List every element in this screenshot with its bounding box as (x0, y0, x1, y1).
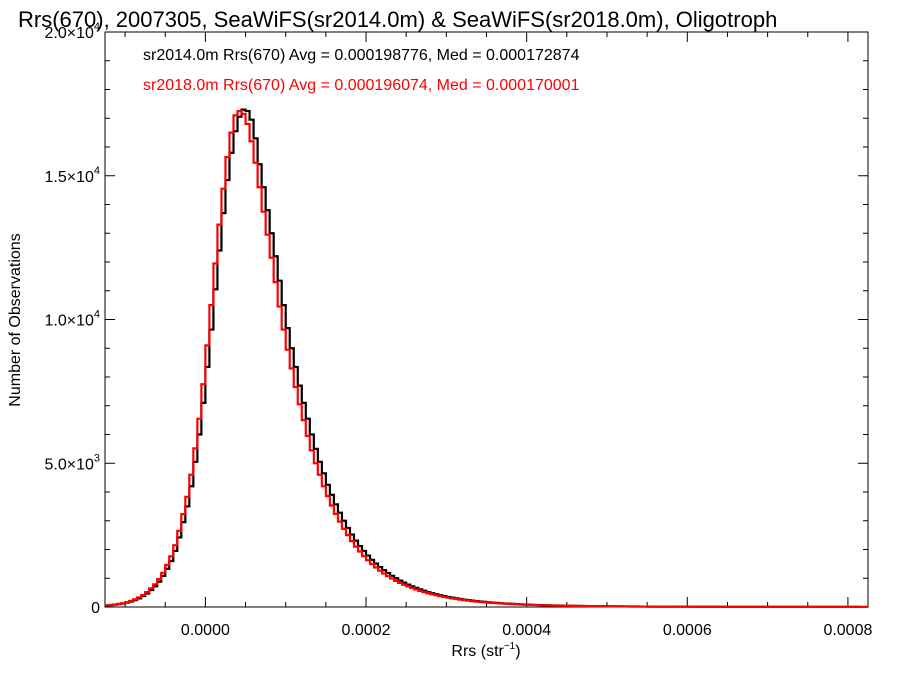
y-tick-label: 1.0×104 (44, 309, 100, 330)
series-line-1 (105, 108, 868, 609)
y-tick-label-exponent: 4 (94, 165, 100, 177)
y-tick-label-base: 1.5×10 (44, 169, 93, 186)
y-tick-label: 5.0×103 (44, 452, 100, 473)
legend-entry-series-2: sr2018.0m Rrs(670) Avg = 0.000196074, Me… (143, 77, 580, 94)
plot-frame (104, 31, 869, 608)
chart-title: Rrs(670), 2007305, SeaWiFS(sr2014.0m) & … (18, 7, 777, 32)
y-tick-label: 0 (91, 600, 100, 617)
x-tick-label: 0.0008 (823, 622, 872, 639)
y-tick-label-exponent: 4 (94, 21, 100, 33)
x-tick-label: 0.0004 (502, 622, 551, 639)
y-axis-label: Number of Observations (7, 233, 24, 406)
y-tick-label-exponent: 4 (94, 309, 100, 321)
series-lines (105, 108, 868, 609)
x-axis-label-superscript: −1 (504, 641, 516, 652)
y-tick-label-exponent: 3 (94, 452, 100, 464)
legend-entry-series-1: sr2014.0m Rrs(670) Avg = 0.000198776, Me… (143, 47, 580, 64)
x-axis-label: Rrs (str−1) (451, 641, 520, 660)
x-axis-label-text: Rrs (str (451, 643, 504, 660)
y-tick-label: 2.0×104 (44, 21, 100, 42)
x-axis-label-close: ) (515, 643, 520, 660)
y-tick-label-base: 2.0×10 (44, 25, 93, 42)
y-tick-label-base: 5.0×10 (44, 456, 93, 473)
x-tick-label: 0.0002 (342, 622, 391, 639)
y-tick-label-base: 1.0×10 (44, 313, 93, 330)
y-tick-label: 1.5×104 (44, 165, 100, 186)
x-tick-label: 0.0000 (181, 622, 230, 639)
x-tick-label: 0.0006 (663, 622, 712, 639)
x-ticks: 0.0000 0.0002 0.0004 0.0006 0.0008 (124, 32, 872, 639)
series-line-2 (105, 109, 868, 609)
y-tick-label-base: 0 (91, 600, 100, 617)
